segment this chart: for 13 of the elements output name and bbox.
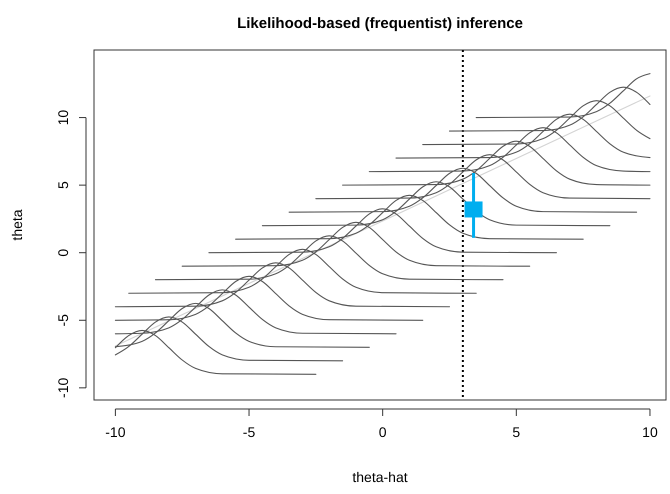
y-tick-label: 10: [55, 110, 71, 126]
x-tick-label: -5: [242, 424, 256, 440]
chart-title: Likelihood-based (frequentist) inference: [237, 15, 523, 32]
y-tick-label: 5: [55, 181, 71, 190]
x-tick-label: 10: [642, 424, 658, 440]
x-axis-title: theta-hat: [352, 469, 408, 485]
y-axis-title: theta: [9, 209, 25, 241]
y-tick-label: 0: [55, 248, 71, 257]
y-tick-label: -5: [55, 314, 71, 326]
x-tick-label: 5: [512, 424, 520, 440]
x-tick-label: 0: [378, 424, 387, 440]
y-tick-label: -10: [55, 378, 71, 398]
x-tick-label: -10: [105, 424, 126, 440]
